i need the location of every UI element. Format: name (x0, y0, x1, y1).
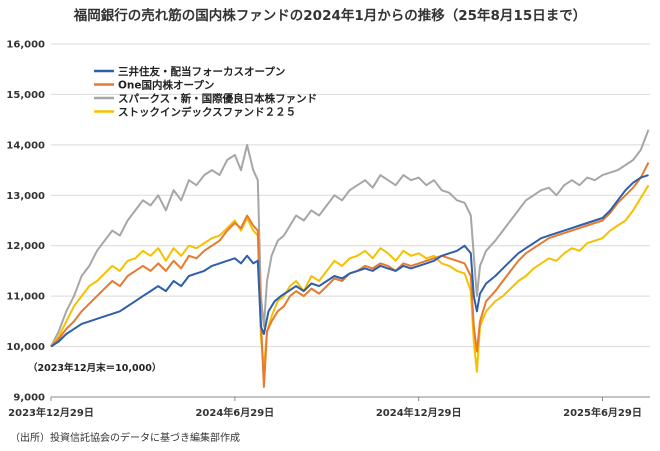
series-line-1 (50, 162, 650, 388)
y-tick-label: 12,000 (6, 241, 45, 252)
chart-legend: 三井住友・配当フォーカスオープンOne国内株オープンスパークス・新・国際優良日本… (94, 65, 317, 119)
chart-title: 福岡銀行の売れ筋の国内株ファンドの2024年1月からの推移（25年8月15日まで… (73, 7, 586, 24)
source-note: （出所）投資信託協会のデータに基づき編集部作成 (10, 431, 240, 444)
chart-axes: 9,000 10,000 11,000 12,000 13,000 14,000 15,00… (6, 40, 650, 419)
x-tick-label: 2024年12月29日 (376, 406, 462, 419)
x-tick-label: 2024年6月29日 (195, 406, 274, 419)
y-tick-label: 15,000 (6, 90, 45, 101)
series-lines (50, 129, 650, 388)
base-note: （2023年12月末＝10,000） (28, 362, 161, 374)
y-tick-label: 11,000 (6, 292, 45, 303)
y-tick-label: 13,000 (6, 191, 45, 202)
y-tick-label: 16,000 (6, 40, 45, 51)
legend-label-1: One国内株オープン (118, 79, 214, 92)
y-tick-label: 10,000 (6, 342, 45, 353)
series-line-0 (50, 174, 649, 348)
legend-label-0: 三井住友・配当フォーカスオープン (118, 65, 285, 78)
x-tick-label: 2023年12月29日 (8, 406, 94, 419)
x-tick-label: 2025年6月29日 (563, 406, 642, 419)
y-tick-label: 14,000 (6, 140, 45, 151)
legend-label-3: ストックインデックスファンド２２５ (118, 106, 296, 119)
legend-label-2: スパークス・新・国際優良日本株ファンド (118, 92, 317, 105)
series-line-2 (50, 129, 650, 348)
y-tick-label: 9,000 (13, 393, 45, 404)
series-line-3 (50, 184, 650, 373)
